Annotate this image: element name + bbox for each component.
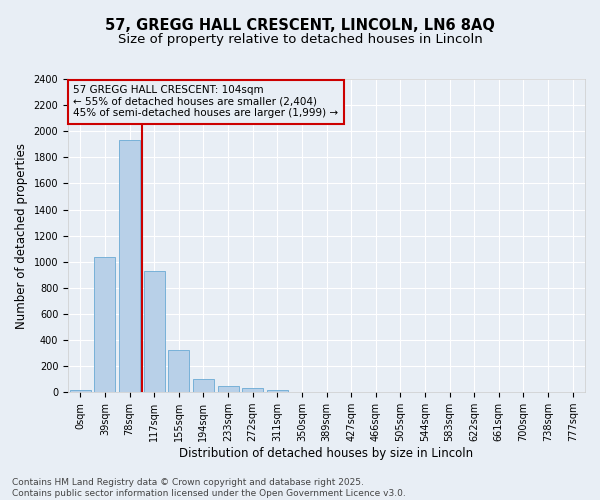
Bar [267, 390, 288, 392]
Text: 57, GREGG HALL CRESCENT, LINCOLN, LN6 8AQ: 57, GREGG HALL CRESCENT, LINCOLN, LN6 8A… [105, 18, 495, 32]
Bar [70, 390, 91, 392]
X-axis label: Distribution of detached houses by size in Lincoln: Distribution of detached houses by size … [179, 447, 473, 460]
Y-axis label: Number of detached properties: Number of detached properties [15, 142, 28, 328]
Bar [218, 386, 239, 392]
Bar [193, 378, 214, 392]
Bar [94, 257, 115, 392]
Bar [144, 271, 164, 392]
Text: Contains HM Land Registry data © Crown copyright and database right 2025.
Contai: Contains HM Land Registry data © Crown c… [12, 478, 406, 498]
Bar [242, 388, 263, 392]
Text: 57 GREGG HALL CRESCENT: 104sqm
← 55% of detached houses are smaller (2,404)
45% : 57 GREGG HALL CRESCENT: 104sqm ← 55% of … [73, 86, 338, 118]
Text: Size of property relative to detached houses in Lincoln: Size of property relative to detached ho… [118, 32, 482, 46]
Bar [169, 350, 189, 392]
Bar [119, 140, 140, 392]
